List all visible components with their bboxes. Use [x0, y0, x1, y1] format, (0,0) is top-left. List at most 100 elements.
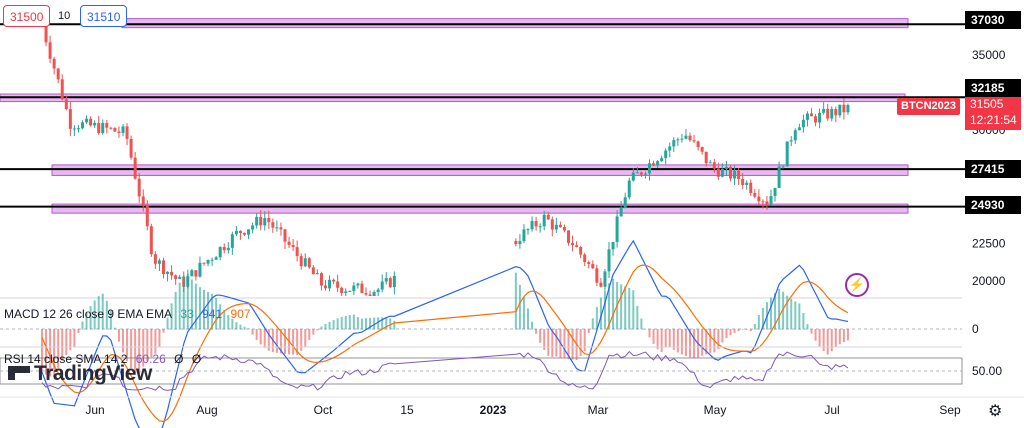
macd-hist-bar	[45, 329, 48, 375]
ask-button[interactable]: 31510	[80, 5, 128, 27]
candle-body	[789, 140, 793, 142]
candle-body	[210, 259, 214, 261]
macd-hist-bar	[587, 329, 590, 334]
macd-hist-bar	[336, 318, 339, 330]
macd-hist-bar	[300, 329, 303, 351]
macd-hist-bar	[729, 329, 732, 336]
candle	[89, 116, 93, 127]
candle	[324, 279, 327, 291]
macd-hist-bar	[267, 329, 270, 351]
candle-body	[805, 113, 809, 120]
bid-button[interactable]: 31500	[3, 5, 51, 27]
macd-hist-bar	[389, 318, 392, 330]
macd-hist-bar	[85, 312, 88, 330]
candle-body	[157, 260, 161, 264]
macd-hist-bar	[822, 329, 825, 351]
candle	[287, 236, 291, 248]
candle	[668, 142, 672, 158]
candle-body	[575, 245, 579, 248]
candle-body	[526, 229, 530, 231]
candle-body	[340, 287, 344, 293]
candle	[234, 226, 238, 237]
candle-body	[631, 172, 635, 181]
candle-body	[765, 201, 769, 206]
gear-icon[interactable]: ⚙	[988, 403, 1003, 420]
macd-hist-bar	[717, 329, 720, 350]
candle-body	[643, 173, 647, 175]
candle	[611, 241, 615, 256]
candle-body	[222, 246, 226, 251]
candle-body	[619, 208, 623, 217]
macd-hist-bar	[741, 329, 744, 330]
macd-hist-bar	[296, 329, 299, 355]
candle	[295, 240, 299, 262]
level-label-37030: 37030	[965, 11, 1021, 29]
x-tick-label: Sep	[939, 403, 961, 417]
x-axis: Jun Aug Oct 15 2023 Mar May Jul Sep	[85, 403, 961, 417]
macd-hist-bar	[689, 329, 691, 358]
bolt-icon[interactable]: ⚡	[845, 273, 869, 297]
candle-body	[635, 172, 639, 174]
candle	[174, 274, 178, 285]
candle-body	[822, 108, 826, 113]
macd-hist-bar	[251, 329, 254, 335]
candle-body	[769, 195, 773, 206]
candle	[591, 260, 595, 269]
candle-body	[834, 108, 838, 116]
candle	[769, 189, 773, 206]
candle-body	[166, 271, 170, 275]
macd-hist-bar	[207, 292, 210, 330]
rsi-line	[41, 350, 849, 391]
candle-body	[64, 99, 68, 110]
macd-hist-bar	[668, 329, 671, 347]
macd-hist-bar	[101, 293, 104, 330]
macd-hist-bar	[312, 329, 315, 335]
candle-body	[178, 276, 182, 279]
rsi-legend[interactable]: RSI 14 close SMA 14 2 60.26 Ø Ø	[4, 352, 206, 366]
macd-hist-bar	[705, 329, 708, 355]
candle-body	[793, 130, 797, 141]
macd-hist-bar	[360, 318, 363, 330]
candle	[814, 113, 818, 127]
macd-legend[interactable]: MACD 12 26 close 9 EMA EMA 33 941 907	[4, 307, 256, 321]
candle-body	[352, 285, 356, 291]
candle-body	[615, 216, 619, 242]
macd-hist-bar	[219, 304, 222, 330]
candle-body	[291, 244, 295, 248]
macd-line	[41, 239, 849, 428]
candle-body	[522, 229, 526, 242]
macd-hist-bar	[194, 283, 197, 330]
candle-body	[623, 197, 627, 209]
candle	[765, 195, 769, 210]
macd-hist-bar	[93, 300, 96, 330]
candle	[145, 200, 149, 231]
candle-body	[48, 42, 52, 59]
candle	[623, 192, 627, 209]
candle-body	[534, 221, 538, 227]
rsi-layer: 50.00	[0, 346, 1024, 398]
macd-hist-bar	[778, 288, 781, 330]
macd-hist-bar	[81, 321, 84, 330]
macd-hist-bar	[328, 321, 331, 330]
candle	[348, 290, 352, 292]
macd-hist-bar	[365, 318, 367, 330]
candle-body	[368, 294, 372, 296]
candle	[178, 274, 182, 280]
macd-hist-bar	[814, 329, 817, 341]
macd-hist-bar	[178, 282, 181, 330]
macd-hist-bar	[636, 305, 639, 330]
candle	[76, 125, 80, 133]
candle-body	[716, 168, 720, 177]
candle-body	[729, 166, 732, 179]
macd-hist-bar	[73, 329, 76, 347]
candle-body	[101, 123, 105, 134]
level-label-24930: 24930	[965, 196, 1021, 214]
macd-hist-bar	[693, 329, 696, 359]
candle-body	[121, 126, 125, 133]
signal-line	[41, 264, 849, 423]
macd-hist-bar	[733, 329, 736, 333]
candle	[133, 152, 137, 180]
candle-body	[676, 139, 680, 141]
macd-hist-bar	[834, 329, 837, 347]
candle	[315, 269, 319, 275]
